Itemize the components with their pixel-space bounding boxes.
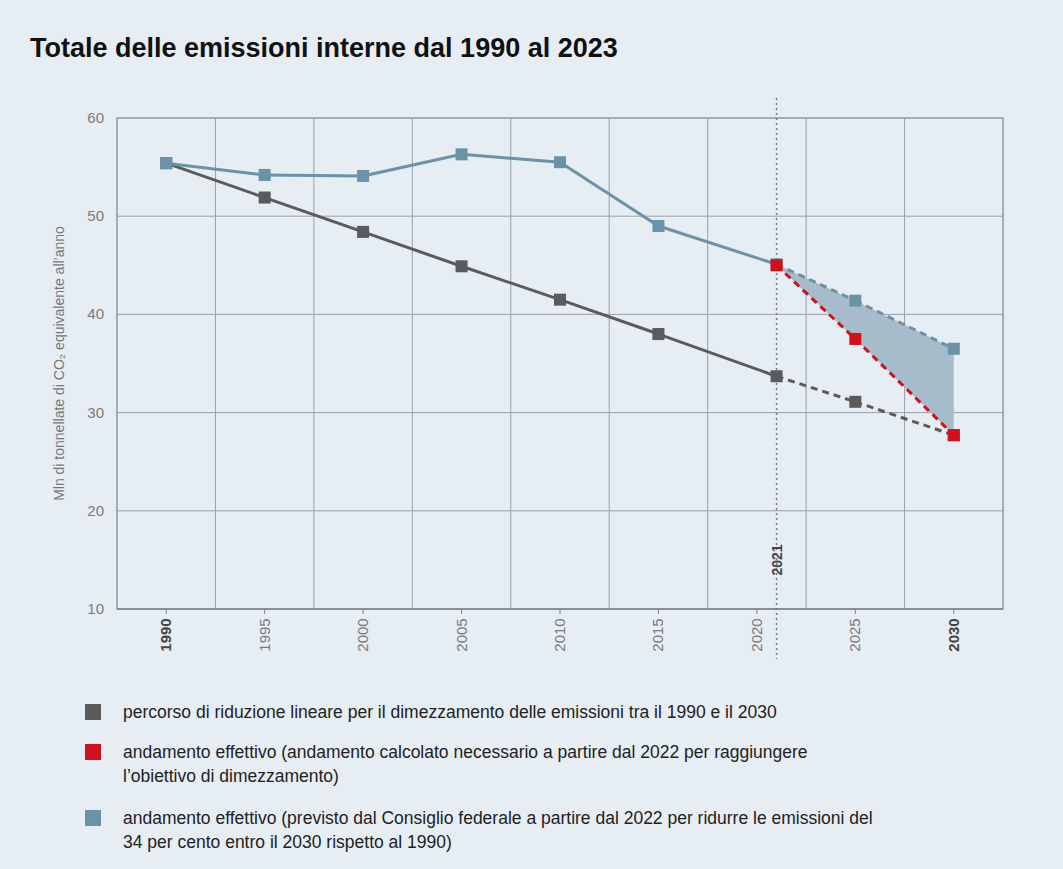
x-grid: [215, 118, 216, 609]
x-tick-label: 2005: [453, 618, 470, 651]
series-marker: [771, 370, 783, 382]
plot-frame: [117, 118, 1003, 609]
x-grid: [609, 118, 610, 609]
series-line: [855, 339, 953, 435]
series-marker: [456, 148, 468, 160]
y-tick-label: 50: [87, 207, 104, 224]
series-line: [462, 266, 560, 299]
x-tick-label: 1990: [157, 618, 174, 651]
series-line: [265, 173, 363, 177]
x-tick: [461, 609, 462, 614]
y-grid: [117, 510, 1003, 511]
series-marker: [554, 156, 566, 168]
x-tick-label: 2010: [551, 618, 568, 651]
y-tick-label: 10: [87, 600, 104, 617]
x-tick: [166, 609, 167, 614]
series-marker: [849, 295, 861, 307]
series-line: [658, 334, 776, 376]
y-tick-label: 30: [87, 404, 104, 421]
series-line: [777, 265, 856, 339]
legend-swatch: [85, 810, 101, 826]
x-tick: [855, 609, 856, 614]
legend-swatch: [85, 704, 101, 720]
x-grid: [412, 118, 413, 609]
series-line: [855, 402, 953, 435]
legend-text: percorso di riduzione lineare per il dim…: [123, 700, 885, 724]
series-marker: [771, 259, 783, 271]
y-grid: [117, 216, 1003, 217]
series-line: [363, 232, 461, 266]
annotation-label: 2021: [769, 544, 785, 575]
chart: Totale delle emissioni interne dal 1990 …: [0, 0, 1063, 869]
gap-area: [777, 264, 954, 435]
series-marker: [160, 157, 172, 169]
legend-item: andamento effettivo (andamento calcolato…: [85, 740, 885, 788]
series-marker: [357, 170, 369, 182]
series-line: [166, 163, 264, 175]
series-line: [265, 198, 363, 232]
x-grid: [313, 118, 314, 609]
series-line: [462, 154, 560, 162]
title: Totale delle emissioni interne dal 1990 …: [30, 33, 618, 63]
y-axis-label: Mln di tonnellate di CO₂ equivalente all…: [51, 226, 67, 501]
series-marker: [652, 328, 664, 340]
series-line: [363, 154, 461, 176]
x-tick: [756, 609, 757, 614]
series-marker: [259, 192, 271, 204]
series-marker: [849, 333, 861, 345]
series-marker: [948, 429, 960, 441]
x-grid: [510, 118, 511, 609]
legend-text: andamento effettivo (andamento calcolato…: [123, 740, 885, 788]
series-marker: [554, 294, 566, 306]
x-tick: [363, 609, 364, 614]
x-tick-label: 1995: [256, 618, 273, 651]
x-tick: [658, 609, 659, 614]
y-tick-label: 20: [87, 502, 104, 519]
series-marker: [771, 258, 783, 270]
series-marker: [652, 220, 664, 232]
series-line: [560, 300, 658, 334]
x-tick-label: 2030: [945, 618, 962, 651]
series-line: [855, 301, 953, 349]
x-tick-label: 2015: [649, 618, 666, 651]
series-line: [166, 163, 264, 197]
x-tick-label: 2025: [846, 618, 863, 651]
series-marker: [259, 169, 271, 181]
x-tick-label: 2000: [354, 618, 371, 651]
series-marker: [948, 343, 960, 355]
series-line: [658, 226, 776, 264]
plot-data: [160, 148, 960, 441]
series-marker: [160, 157, 172, 169]
x-tick: [264, 609, 265, 614]
legend-item: percorso di riduzione lineare per il dim…: [85, 700, 885, 724]
x-grid: [806, 118, 807, 609]
legend-item: andamento effettivo (previsto dal Consig…: [85, 806, 885, 854]
x-grid: [707, 118, 708, 609]
series-marker: [948, 429, 960, 441]
legend-text: andamento effettivo (previsto dal Consig…: [123, 806, 885, 854]
y-tick-label: 40: [87, 305, 104, 322]
x-tick-label: 2020: [748, 618, 765, 651]
y-tick-label: 60: [87, 109, 104, 126]
x-tick: [560, 609, 561, 614]
x-tick: [953, 609, 954, 614]
series-marker: [456, 260, 468, 272]
series-line: [777, 264, 856, 300]
legend-swatch: [85, 744, 101, 760]
series-line: [560, 162, 658, 226]
series-marker: [357, 226, 369, 238]
y-grid: [117, 412, 1003, 413]
series-marker: [849, 396, 861, 408]
series-line: [777, 376, 856, 402]
